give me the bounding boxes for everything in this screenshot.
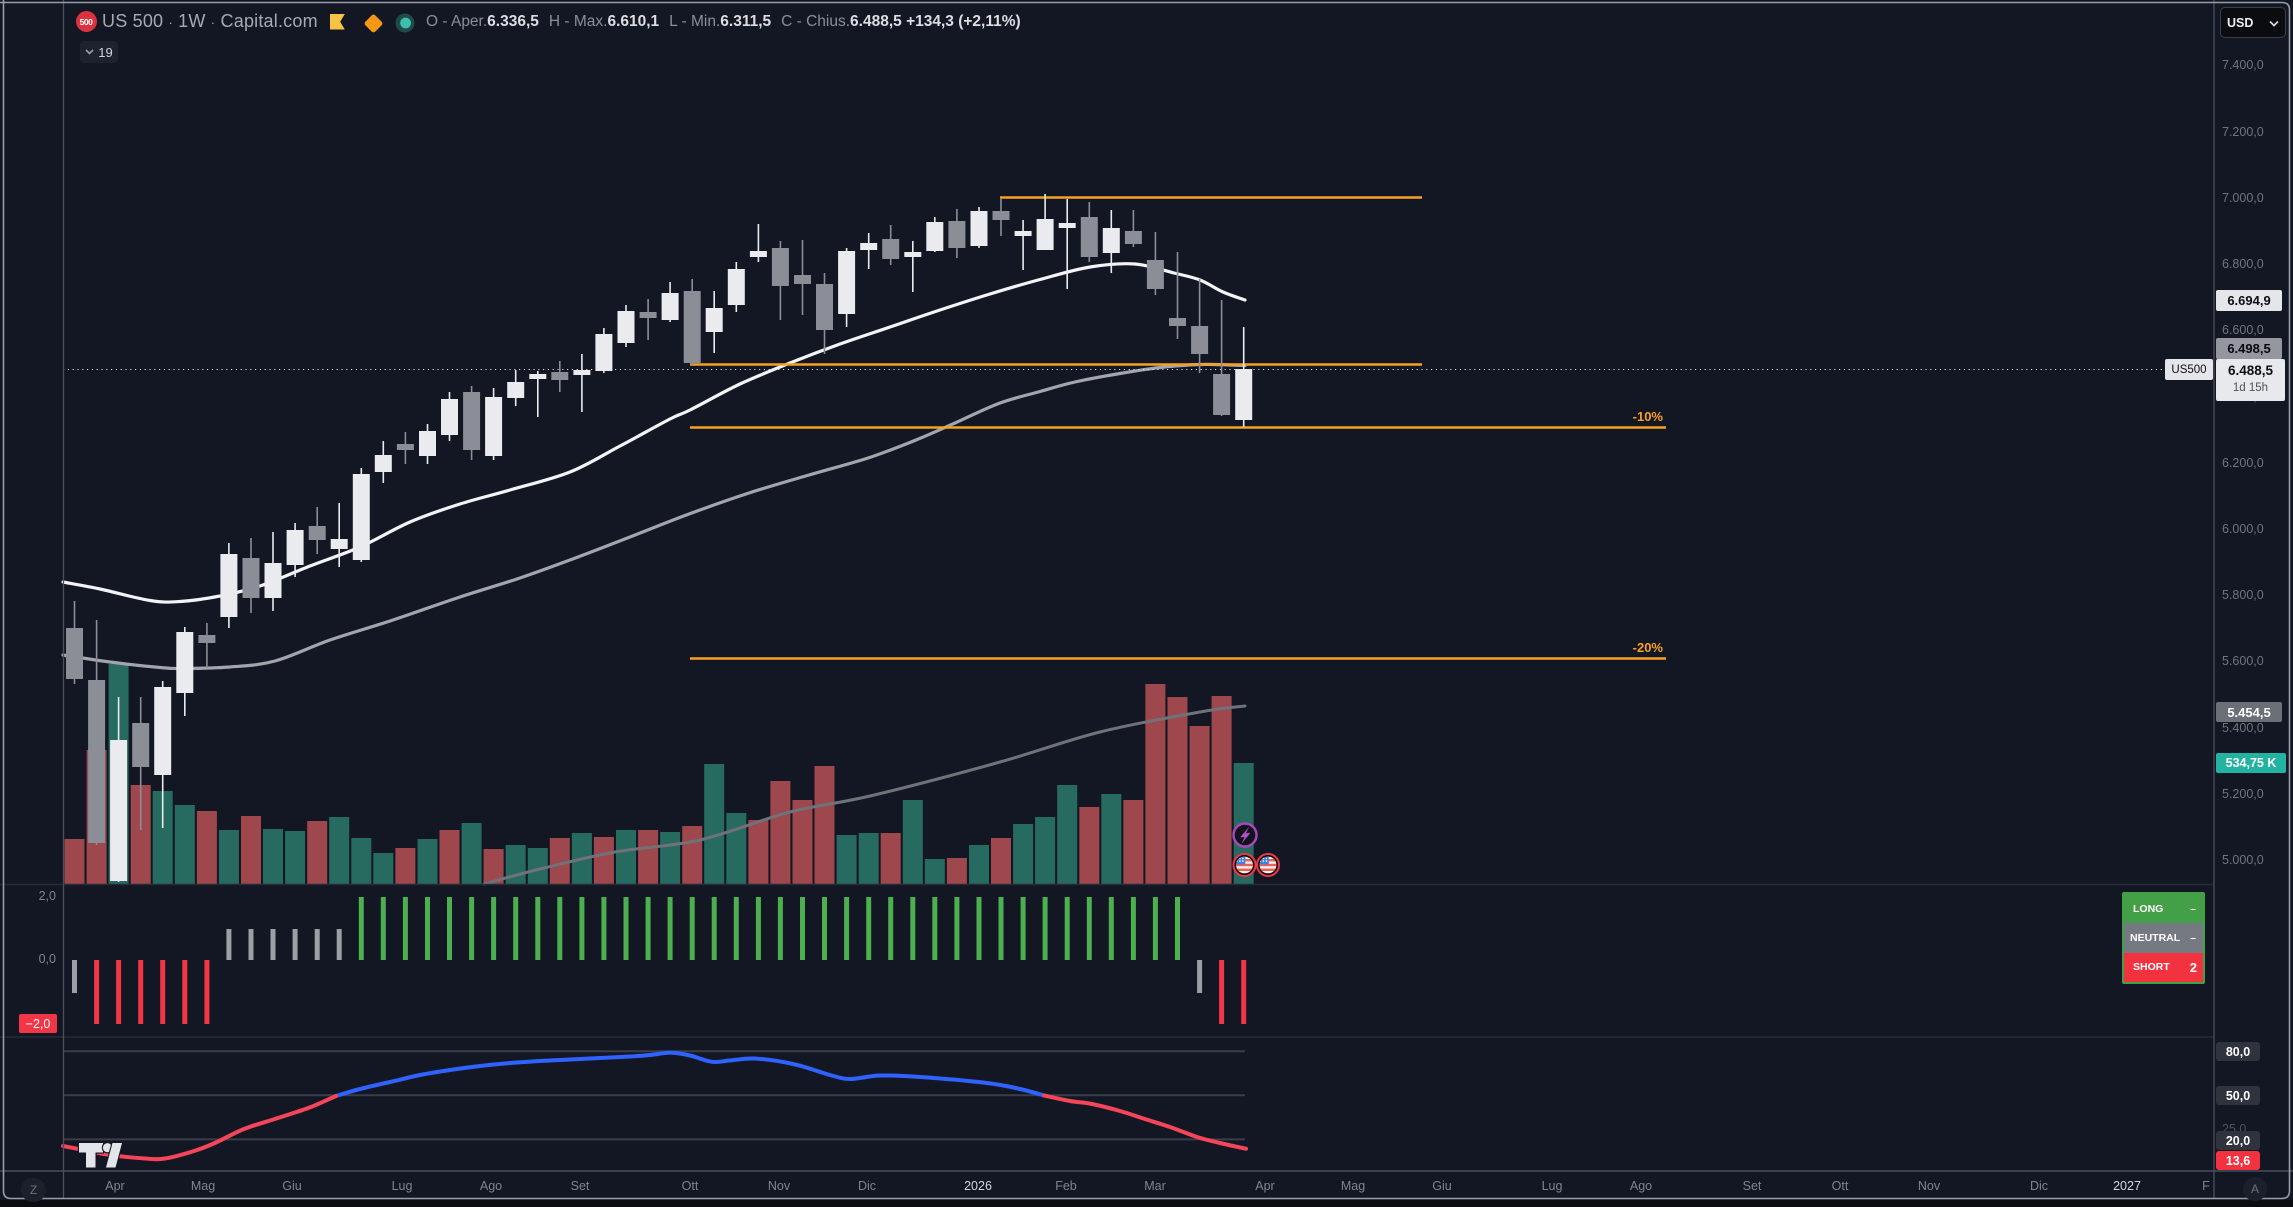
svg-text:-20%: -20% <box>1633 640 1664 655</box>
svg-text:-10%: -10% <box>1633 409 1664 424</box>
